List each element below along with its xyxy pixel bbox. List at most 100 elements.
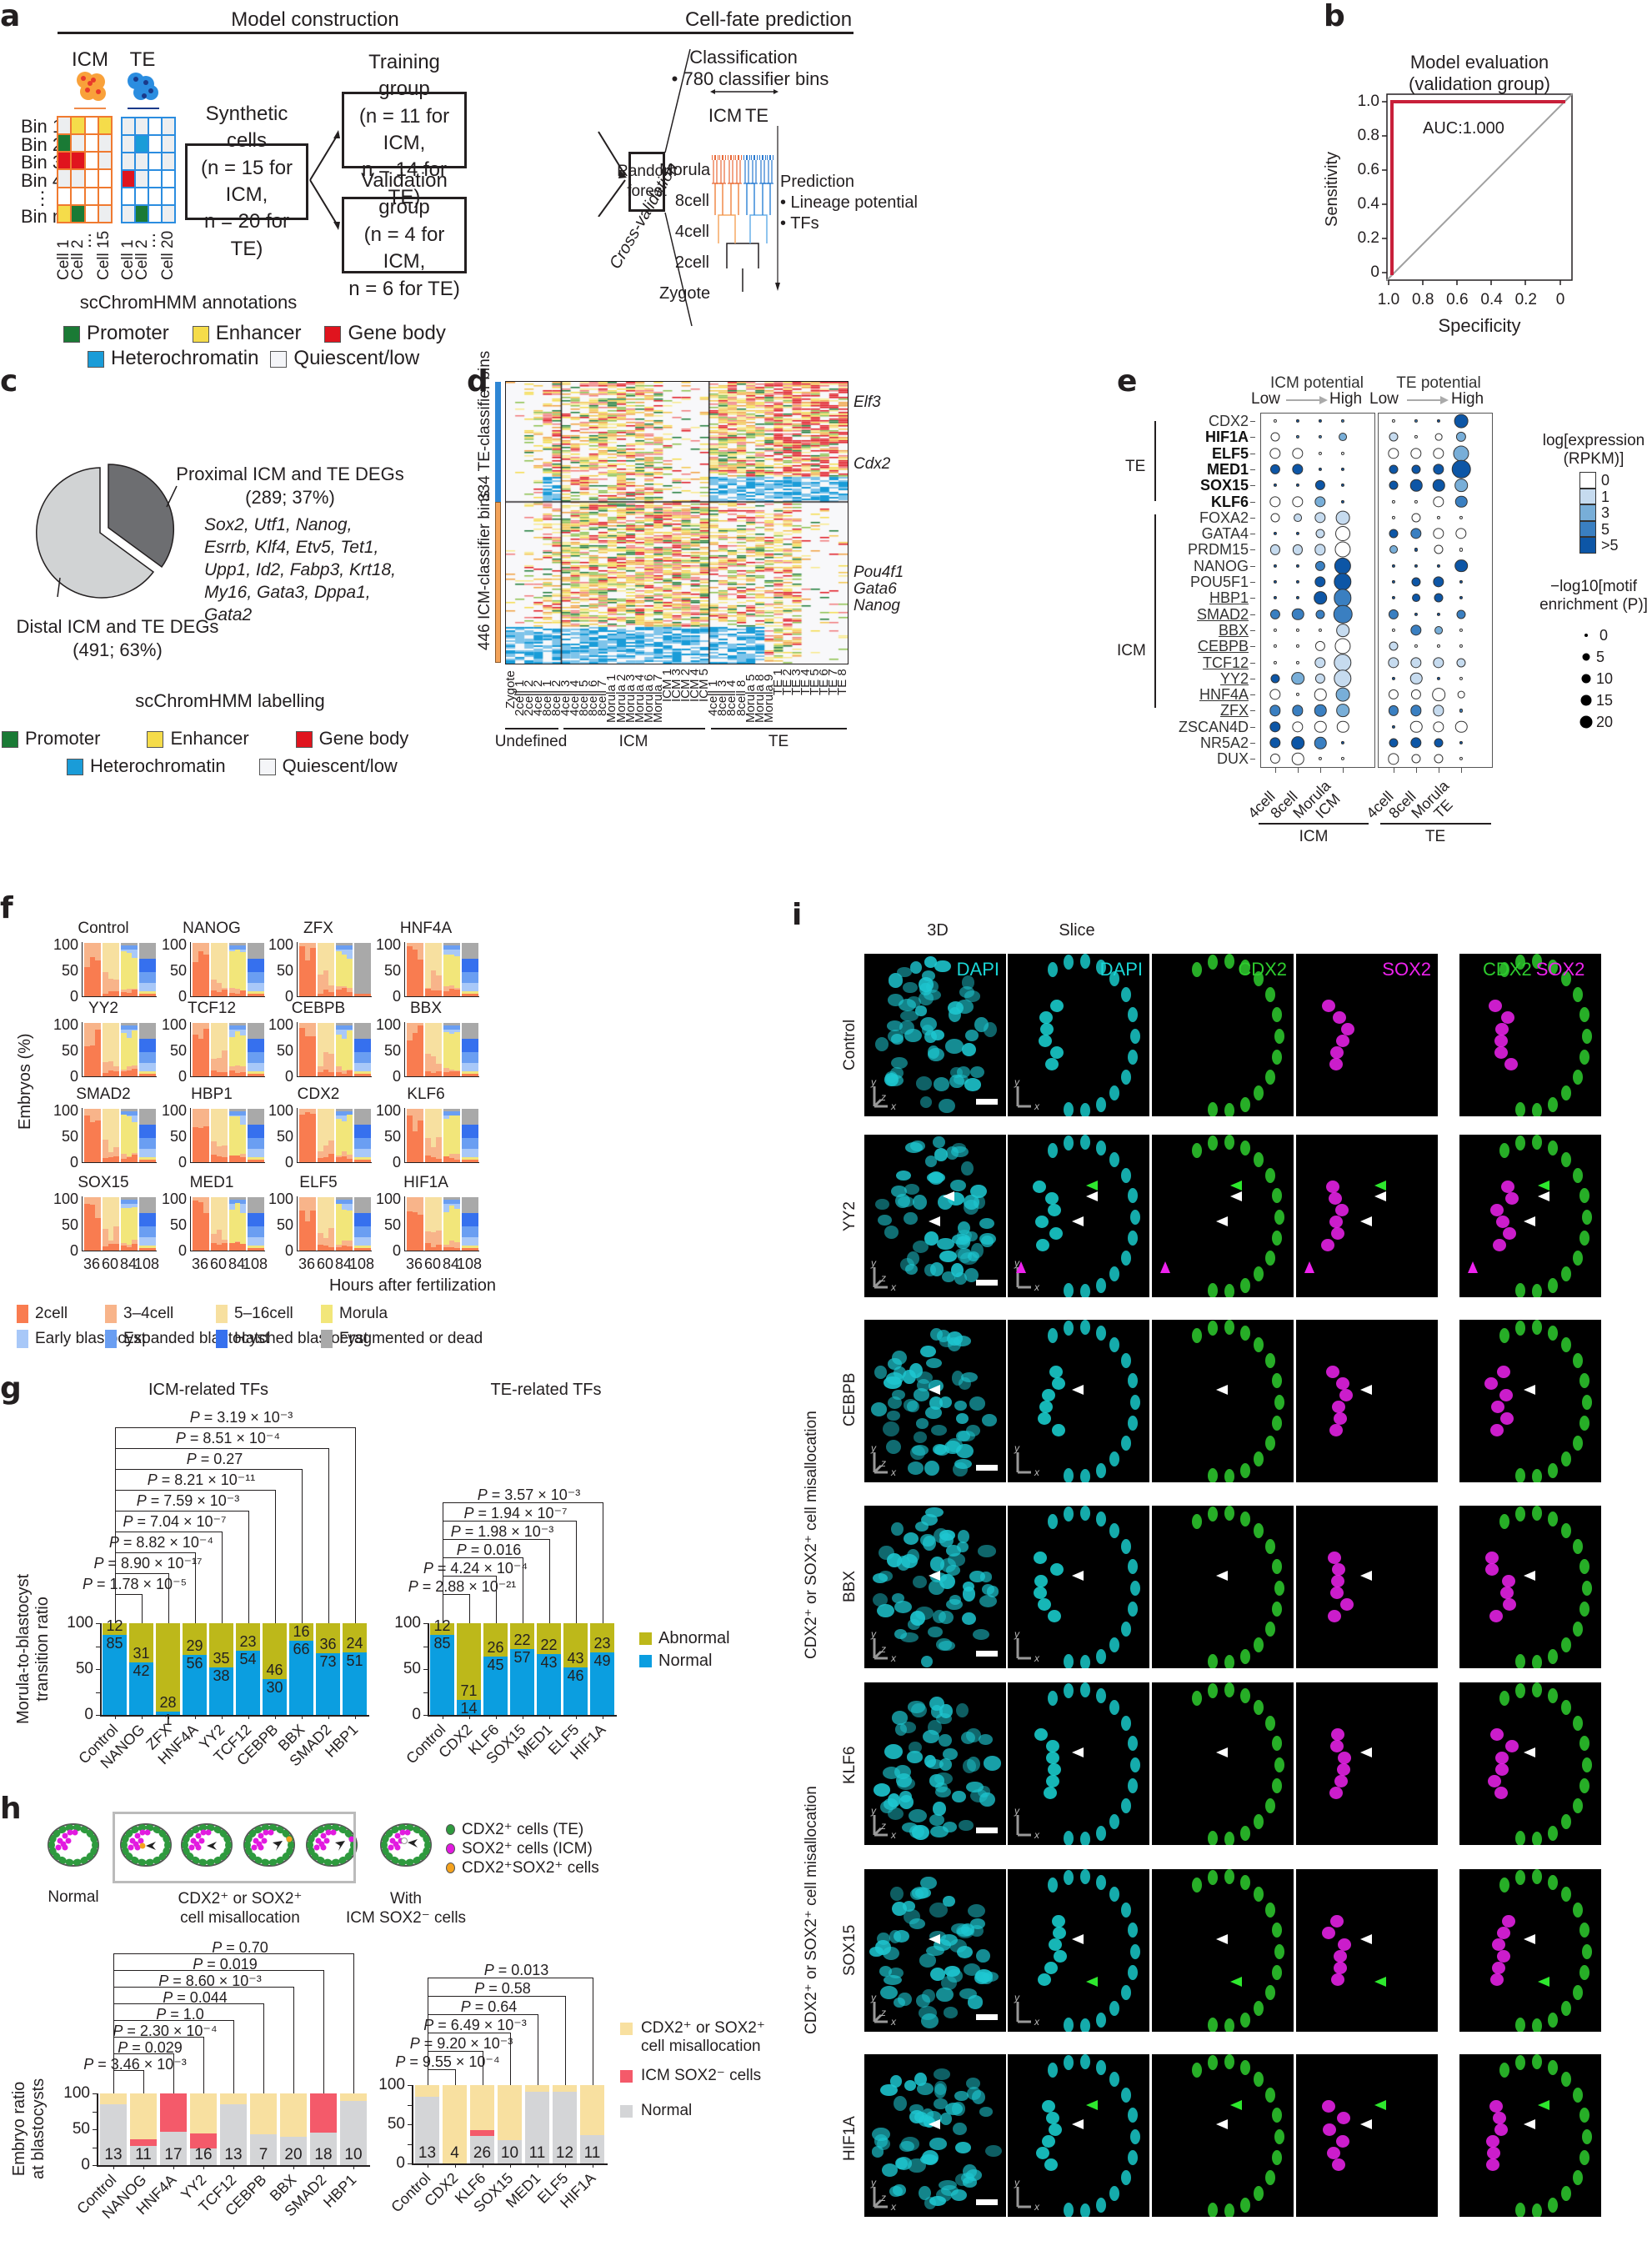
bracket-top xyxy=(113,2020,233,2022)
p-value: P = 3.57 × 10⁻³ xyxy=(477,1486,581,1503)
tf-label-sox15: SOX15 xyxy=(1199,477,1249,494)
segment xyxy=(126,1157,132,1162)
chromatin-heatmap xyxy=(505,381,849,664)
segment xyxy=(347,1030,353,1070)
nucleus xyxy=(1095,1096,1106,1112)
nucleus xyxy=(979,2107,994,2118)
dot xyxy=(1391,499,1396,504)
col-group-icm: ICM xyxy=(1299,828,1329,845)
count-normal: 51 xyxy=(346,1652,363,1670)
tick xyxy=(1250,501,1255,503)
nucleus xyxy=(1547,1141,1558,1156)
segment xyxy=(144,1156,150,1161)
bar-nanog xyxy=(130,2093,157,2165)
section-model-construction: Model construction xyxy=(231,8,399,31)
dot xyxy=(1295,644,1300,649)
nucleus xyxy=(943,1748,958,1761)
bar-yy2 xyxy=(190,2093,217,2165)
segment xyxy=(216,1058,222,1072)
stacked-bar xyxy=(229,943,235,996)
segment xyxy=(126,1156,132,1158)
dot xyxy=(1270,432,1280,442)
icm-nucleus xyxy=(1034,1587,1048,1599)
arrowhead-icon xyxy=(928,1571,940,1581)
dot xyxy=(1295,628,1300,632)
nucleus xyxy=(969,1396,986,1411)
arrowhead-icon xyxy=(928,1385,940,1395)
bar-segment xyxy=(130,2145,157,2165)
stacked-bar xyxy=(144,943,150,996)
y-tick: 50 xyxy=(403,1660,421,1677)
nucleus xyxy=(965,2077,980,2089)
nucleus xyxy=(1079,1102,1090,1116)
count-abnormal: 12 xyxy=(433,1617,451,1634)
x-tick: 84 xyxy=(334,1256,353,1272)
y-tick: 50 xyxy=(169,962,187,979)
segment xyxy=(323,1109,328,1146)
segment xyxy=(359,1052,365,1064)
tick xyxy=(93,2165,97,2167)
segment xyxy=(436,1023,442,1064)
count-abnormal: 29 xyxy=(186,1637,203,1654)
bar-segment xyxy=(190,2148,217,2165)
nucleus xyxy=(1127,1735,1138,1751)
segment xyxy=(126,949,132,953)
segment xyxy=(443,1111,449,1115)
nucleus xyxy=(1581,1943,1592,1959)
segment xyxy=(240,1156,246,1162)
expr-legend-title: log[expression (RPKM)] xyxy=(1542,432,1645,468)
segment xyxy=(425,1156,431,1162)
segment xyxy=(467,1160,473,1162)
arrowhead-icon xyxy=(1523,2119,1535,2129)
icm-nucleus xyxy=(1332,2158,1346,2171)
segment xyxy=(234,1072,240,1076)
channel-label: DAPI xyxy=(1099,959,1143,980)
nucleus xyxy=(1120,1797,1131,1813)
dot xyxy=(1433,704,1444,717)
bar-bbx xyxy=(280,2093,307,2165)
nucleus xyxy=(1063,1870,1074,1886)
x-tick: 36 xyxy=(405,1256,423,1272)
row-group-te: TE xyxy=(1125,458,1146,475)
segment xyxy=(193,1126,198,1162)
segment xyxy=(150,1197,156,1214)
segment xyxy=(359,1074,365,1076)
te-chromhmm-grid xyxy=(121,117,176,223)
segment xyxy=(150,1070,156,1075)
nucleus xyxy=(1127,1231,1138,1246)
segment xyxy=(473,1070,478,1075)
cell-dot-icon xyxy=(446,1824,455,1836)
segment xyxy=(139,1023,145,1040)
nucleus xyxy=(972,1629,989,1641)
nucleus xyxy=(889,1968,904,1979)
count-abnormal: 26 xyxy=(487,1639,504,1657)
legend-swatch xyxy=(63,325,80,343)
segment xyxy=(229,1025,235,1030)
dot xyxy=(1314,591,1327,605)
segment xyxy=(229,943,235,946)
nucleus xyxy=(915,1993,930,2008)
bracket-right xyxy=(194,1552,196,1623)
segment xyxy=(229,1109,235,1112)
arrowhead-icon xyxy=(1215,2119,1228,2129)
segment xyxy=(113,1070,119,1076)
nucleus xyxy=(1129,1394,1140,1410)
stacked-bar xyxy=(299,1023,305,1076)
y-tick: 100 xyxy=(378,2076,405,2093)
segment xyxy=(443,990,449,996)
dot xyxy=(1273,579,1278,584)
segment xyxy=(448,945,454,950)
stacked-bar xyxy=(240,943,246,996)
segment xyxy=(222,1146,228,1157)
nucleus xyxy=(979,1217,994,1229)
f-panel-plot xyxy=(404,1108,479,1163)
segment xyxy=(258,1226,264,1238)
segment xyxy=(425,1231,431,1243)
icm-nucleus xyxy=(1050,1000,1064,1012)
grid-cell xyxy=(58,187,72,205)
nucleus xyxy=(1547,960,1558,975)
labelling-legend-row1: Promoter Enhancer Gene body xyxy=(2,728,455,749)
